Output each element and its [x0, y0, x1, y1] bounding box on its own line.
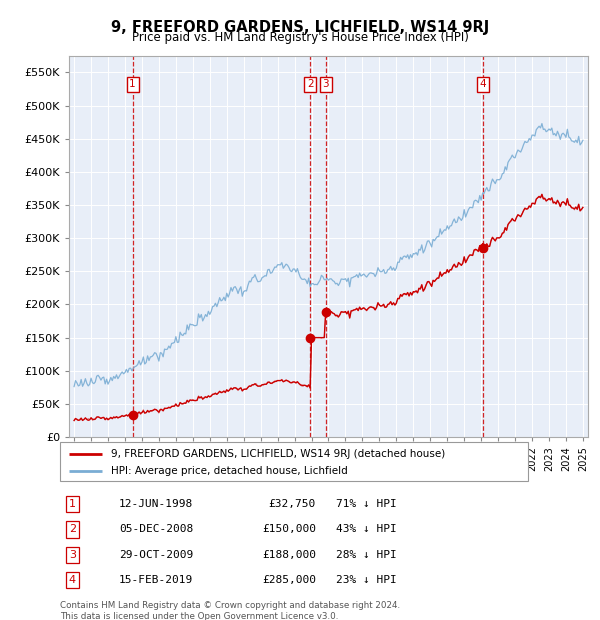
Text: 43% ↓ HPI: 43% ↓ HPI	[335, 525, 396, 534]
Text: 71% ↓ HPI: 71% ↓ HPI	[335, 499, 396, 509]
Text: 3: 3	[322, 79, 329, 89]
Text: 1: 1	[69, 499, 76, 509]
Text: 05-DEC-2008: 05-DEC-2008	[119, 525, 193, 534]
Text: 9, FREEFORD GARDENS, LICHFIELD, WS14 9RJ: 9, FREEFORD GARDENS, LICHFIELD, WS14 9RJ	[111, 20, 489, 35]
Text: 29-OCT-2009: 29-OCT-2009	[119, 550, 193, 560]
Text: 23% ↓ HPI: 23% ↓ HPI	[335, 575, 396, 585]
Text: 12-JUN-1998: 12-JUN-1998	[119, 499, 193, 509]
Text: 1: 1	[129, 79, 136, 89]
Text: 3: 3	[69, 550, 76, 560]
Text: 2: 2	[307, 79, 313, 89]
Text: 4: 4	[480, 79, 487, 89]
Text: 9, FREEFORD GARDENS, LICHFIELD, WS14 9RJ (detached house): 9, FREEFORD GARDENS, LICHFIELD, WS14 9RJ…	[112, 449, 446, 459]
Text: 4: 4	[69, 575, 76, 585]
Text: HPI: Average price, detached house, Lichfield: HPI: Average price, detached house, Lich…	[112, 466, 348, 476]
Text: 28% ↓ HPI: 28% ↓ HPI	[335, 550, 396, 560]
Text: £285,000: £285,000	[262, 575, 316, 585]
Text: 15-FEB-2019: 15-FEB-2019	[119, 575, 193, 585]
FancyBboxPatch shape	[60, 442, 528, 481]
Text: £188,000: £188,000	[262, 550, 316, 560]
Text: 2: 2	[69, 525, 76, 534]
Text: £150,000: £150,000	[262, 525, 316, 534]
Text: £32,750: £32,750	[269, 499, 316, 509]
Text: Price paid vs. HM Land Registry's House Price Index (HPI): Price paid vs. HM Land Registry's House …	[131, 31, 469, 44]
Text: Contains HM Land Registry data © Crown copyright and database right 2024.
This d: Contains HM Land Registry data © Crown c…	[60, 601, 400, 620]
